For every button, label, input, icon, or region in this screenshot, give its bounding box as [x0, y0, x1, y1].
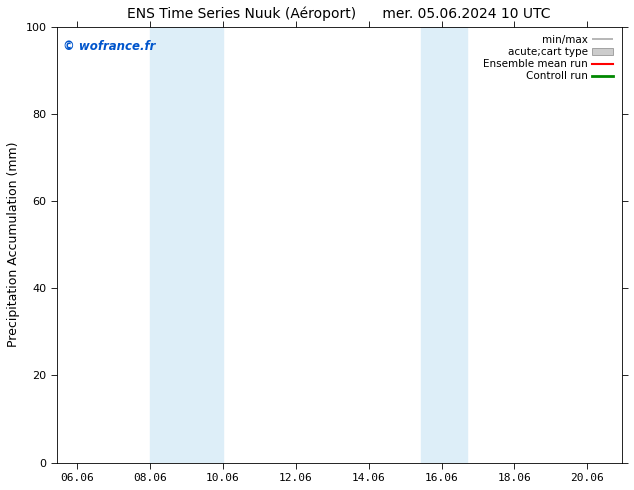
Text: © wofrance.fr: © wofrance.fr: [63, 40, 155, 53]
Title: ENS Time Series Nuuk (Aéroport)      mer. 05.06.2024 10 UTC: ENS Time Series Nuuk (Aéroport) mer. 05.…: [127, 7, 551, 22]
Bar: [150, 27, 223, 463]
Legend: min/max, acute;cart type, Ensemble mean run, Controll run: min/max, acute;cart type, Ensemble mean …: [481, 32, 616, 84]
Bar: [421, 27, 467, 463]
Y-axis label: Precipitation Accumulation (mm): Precipitation Accumulation (mm): [7, 142, 20, 347]
